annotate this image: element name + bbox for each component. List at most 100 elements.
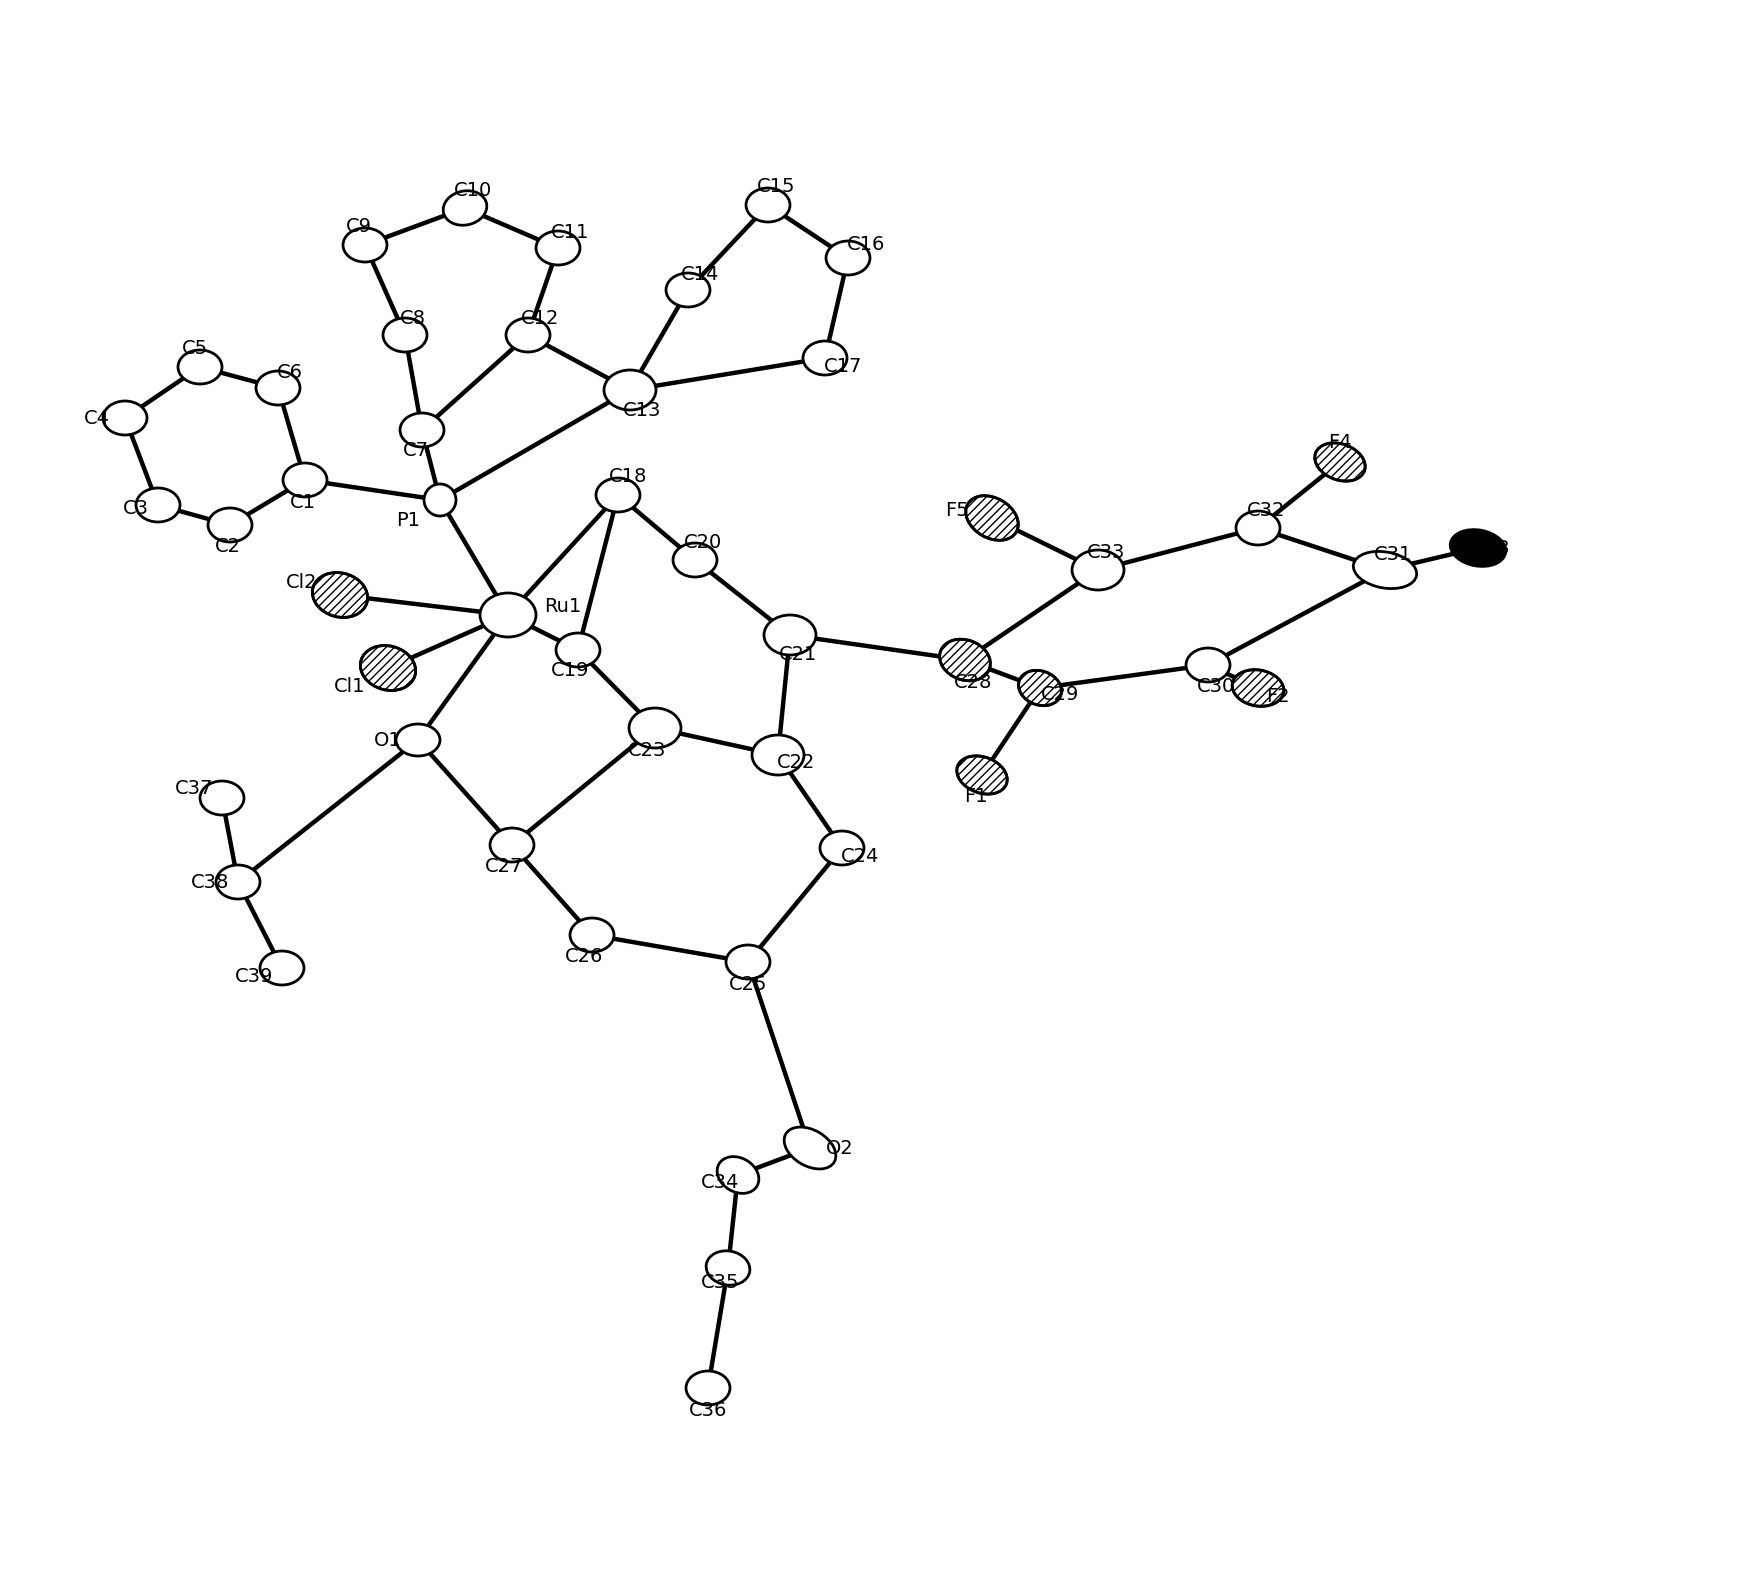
Text: C8: C8 bbox=[400, 309, 426, 328]
Ellipse shape bbox=[1072, 550, 1123, 590]
Ellipse shape bbox=[216, 864, 260, 899]
Text: F3: F3 bbox=[1486, 539, 1509, 558]
Ellipse shape bbox=[1314, 442, 1365, 481]
Text: F5: F5 bbox=[946, 501, 969, 520]
Text: C20: C20 bbox=[684, 533, 721, 552]
Text: C33: C33 bbox=[1086, 542, 1125, 561]
Ellipse shape bbox=[535, 232, 579, 265]
Text: C34: C34 bbox=[700, 1174, 739, 1193]
Text: C32: C32 bbox=[1246, 501, 1285, 520]
Text: C38: C38 bbox=[191, 872, 230, 891]
Ellipse shape bbox=[200, 780, 244, 815]
Ellipse shape bbox=[597, 477, 641, 512]
Text: C17: C17 bbox=[823, 357, 862, 376]
Text: C5: C5 bbox=[183, 339, 209, 358]
Text: C6: C6 bbox=[277, 363, 304, 382]
Text: C11: C11 bbox=[551, 222, 590, 241]
Ellipse shape bbox=[400, 412, 444, 447]
Text: C2: C2 bbox=[216, 538, 240, 557]
Ellipse shape bbox=[1232, 669, 1285, 706]
Ellipse shape bbox=[727, 945, 770, 979]
Ellipse shape bbox=[706, 1251, 749, 1285]
Ellipse shape bbox=[490, 828, 534, 863]
Text: C27: C27 bbox=[484, 858, 523, 877]
Text: C3: C3 bbox=[123, 500, 149, 519]
Text: C24: C24 bbox=[841, 847, 879, 866]
Ellipse shape bbox=[1236, 511, 1279, 546]
Text: C30: C30 bbox=[1197, 677, 1236, 696]
Ellipse shape bbox=[342, 228, 388, 262]
Ellipse shape bbox=[505, 319, 549, 352]
Ellipse shape bbox=[312, 573, 367, 617]
Text: C26: C26 bbox=[565, 947, 604, 966]
Ellipse shape bbox=[763, 615, 816, 655]
Ellipse shape bbox=[939, 639, 990, 680]
Ellipse shape bbox=[784, 1128, 835, 1169]
Text: C36: C36 bbox=[688, 1400, 727, 1419]
Text: C21: C21 bbox=[779, 646, 818, 665]
Text: P1: P1 bbox=[397, 511, 419, 530]
Ellipse shape bbox=[177, 351, 221, 384]
Ellipse shape bbox=[556, 633, 600, 668]
Ellipse shape bbox=[604, 370, 656, 411]
Ellipse shape bbox=[360, 646, 416, 690]
Ellipse shape bbox=[665, 273, 711, 308]
Text: C31: C31 bbox=[1374, 544, 1413, 563]
Ellipse shape bbox=[1018, 671, 1062, 706]
Ellipse shape bbox=[956, 757, 1007, 795]
Text: C13: C13 bbox=[623, 401, 662, 420]
Text: C39: C39 bbox=[235, 966, 274, 985]
Text: C22: C22 bbox=[777, 753, 814, 772]
Text: C7: C7 bbox=[404, 441, 428, 460]
Ellipse shape bbox=[804, 341, 848, 374]
Ellipse shape bbox=[397, 723, 441, 757]
Ellipse shape bbox=[965, 496, 1018, 541]
Text: C25: C25 bbox=[728, 974, 767, 993]
Text: C18: C18 bbox=[609, 468, 648, 487]
Text: Cl2: Cl2 bbox=[286, 574, 318, 593]
Text: F1: F1 bbox=[963, 788, 988, 807]
Ellipse shape bbox=[481, 593, 535, 638]
Ellipse shape bbox=[135, 488, 181, 522]
Ellipse shape bbox=[628, 707, 681, 749]
Text: C37: C37 bbox=[176, 779, 212, 798]
Ellipse shape bbox=[686, 1370, 730, 1405]
Ellipse shape bbox=[444, 190, 486, 225]
Ellipse shape bbox=[718, 1156, 758, 1193]
Ellipse shape bbox=[1353, 552, 1416, 588]
Ellipse shape bbox=[256, 371, 300, 404]
Ellipse shape bbox=[104, 401, 147, 435]
Ellipse shape bbox=[746, 189, 790, 222]
Text: C10: C10 bbox=[455, 181, 491, 200]
Text: O1: O1 bbox=[374, 731, 402, 750]
Text: C28: C28 bbox=[953, 672, 992, 691]
Text: C4: C4 bbox=[84, 409, 111, 428]
Ellipse shape bbox=[209, 508, 253, 542]
Text: C9: C9 bbox=[346, 217, 372, 236]
Text: Ru1: Ru1 bbox=[544, 598, 581, 617]
Ellipse shape bbox=[751, 734, 804, 776]
Ellipse shape bbox=[672, 542, 718, 577]
Ellipse shape bbox=[820, 831, 863, 864]
Text: O2: O2 bbox=[827, 1139, 855, 1158]
Text: C12: C12 bbox=[521, 309, 560, 328]
Ellipse shape bbox=[570, 918, 614, 952]
Ellipse shape bbox=[1186, 649, 1230, 682]
Text: Cl1: Cl1 bbox=[333, 677, 365, 696]
Text: C14: C14 bbox=[681, 265, 720, 284]
Ellipse shape bbox=[1450, 530, 1506, 566]
Text: F2: F2 bbox=[1265, 687, 1290, 706]
Text: C29: C29 bbox=[1041, 685, 1079, 704]
Ellipse shape bbox=[383, 319, 426, 352]
Text: C1: C1 bbox=[290, 493, 316, 512]
Ellipse shape bbox=[425, 484, 456, 515]
Text: C15: C15 bbox=[756, 178, 795, 197]
Text: C23: C23 bbox=[628, 741, 667, 760]
Ellipse shape bbox=[260, 952, 304, 985]
Text: F4: F4 bbox=[1329, 433, 1351, 452]
Text: C35: C35 bbox=[700, 1272, 739, 1291]
Text: C16: C16 bbox=[848, 235, 885, 254]
Text: C19: C19 bbox=[551, 660, 590, 679]
Ellipse shape bbox=[283, 463, 326, 496]
Ellipse shape bbox=[827, 241, 870, 274]
